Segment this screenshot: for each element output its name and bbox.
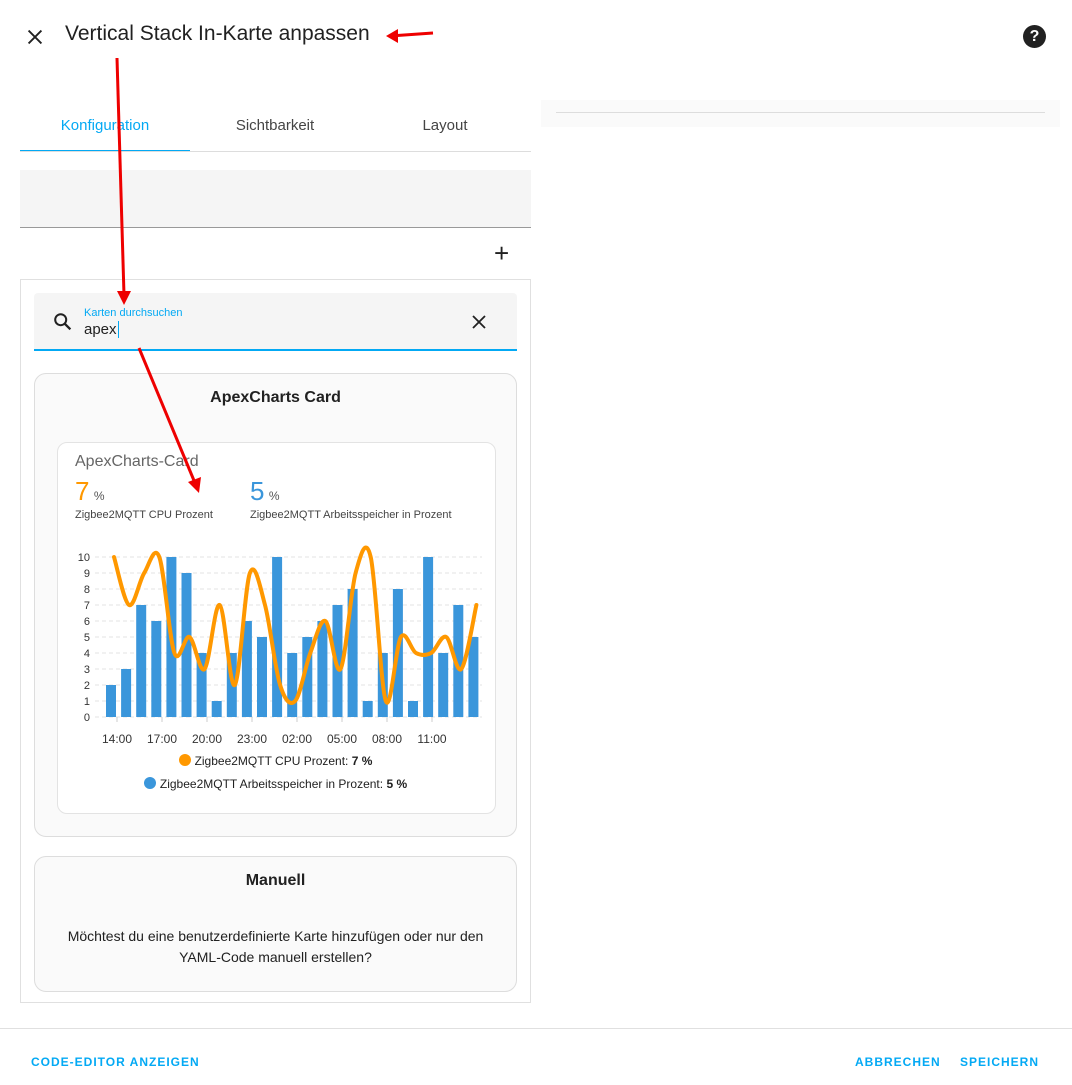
legend-label: Zigbee2MQTT Arbeitsspeicher in Prozent: — [159, 777, 384, 791]
bar — [408, 701, 418, 717]
bar — [196, 653, 207, 717]
chart-legend-cpu[interactable]: Zigbee2MQTT CPU Prozent: 7 % — [0, 754, 551, 768]
apex-chart: 0 1 2 3 4 5 6 7 8 9 10 14:00 17:00 20:00 23:00 02:00 05:… — [78, 545, 482, 746]
y-tick-label: 3 — [84, 664, 90, 676]
bar — [453, 605, 464, 717]
stat-value: 5 — [250, 476, 265, 506]
y-tick-label: 5 — [84, 632, 90, 644]
close-icon — [27, 29, 43, 45]
plus-icon: + — [494, 238, 510, 268]
bar — [136, 605, 147, 717]
legend-marker — [178, 754, 191, 766]
y-tick-label: 10 — [78, 552, 90, 564]
stat-value: 7 — [75, 476, 90, 506]
search-icon — [54, 313, 72, 331]
bar — [151, 621, 162, 717]
card-picker — [20, 279, 531, 1003]
x-tick-label: 11:00 — [417, 732, 446, 746]
x-tick-label: 20:00 — [192, 732, 222, 746]
dialog-title: Vertical Stack In-Karte anpassen — [65, 22, 370, 45]
chart-legend-memory[interactable]: Zigbee2MQTT Arbeitsspeicher in Prozent: … — [0, 777, 551, 791]
y-tick-label: 0 — [84, 712, 90, 724]
bar — [423, 557, 434, 717]
tab-layout[interactable]: Layout — [422, 117, 468, 134]
bar — [468, 637, 479, 717]
bar — [347, 589, 358, 717]
y-tick-label: 6 — [84, 616, 90, 628]
bar — [438, 653, 449, 717]
legend-value: 7 % — [351, 754, 373, 768]
help-button[interactable]: ? — [1023, 25, 1046, 48]
y-tick-label: 1 — [84, 696, 90, 708]
add-card-button[interactable]: + — [494, 240, 509, 266]
y-tick-label: 2 — [84, 680, 90, 692]
x-tick-label: 14:00 — [102, 732, 132, 746]
card-heading: Manuell — [245, 872, 306, 889]
cancel-button[interactable]: ABBRECHEN — [855, 1055, 941, 1069]
cpu-line — [112, 545, 479, 705]
tab-divider — [20, 151, 531, 152]
bar — [287, 653, 298, 717]
stat-unit: % — [268, 489, 280, 503]
x-tick-label: 02:00 — [282, 732, 312, 746]
search-value: apex — [84, 321, 119, 338]
y-tick-label: 9 — [84, 568, 90, 580]
bar — [302, 637, 313, 717]
manual-card-option[interactable]: Manuell Möchtest du eine benutzerdefinie… — [34, 856, 517, 992]
footer-divider — [0, 1028, 1072, 1029]
stat-cpu: 7 % — [75, 476, 105, 507]
bar — [272, 557, 283, 717]
stat-name: Zigbee2MQTT CPU Prozent — [75, 509, 213, 521]
bar — [106, 685, 116, 717]
search-label: Karten durchsuchen — [84, 307, 183, 319]
x-tick-label: 23:00 — [237, 732, 267, 746]
clear-search-icon[interactable] — [471, 314, 487, 330]
legend-value: 5 % — [386, 777, 408, 791]
legend-label: Zigbee2MQTT CPU Prozent: — [194, 754, 349, 768]
bar — [211, 701, 222, 717]
bar — [121, 669, 132, 717]
preview-pane — [541, 100, 1060, 127]
y-tick-label: 8 — [84, 584, 90, 596]
x-tick-label: 05:00 — [327, 732, 357, 746]
close-button[interactable] — [24, 26, 46, 48]
card-heading: ApexCharts Card — [210, 389, 341, 406]
code-editor-button[interactable]: CODE-EDITOR ANZEIGEN — [31, 1055, 200, 1069]
bar — [241, 621, 252, 717]
bar — [362, 701, 373, 717]
bar — [317, 621, 328, 717]
stat-memory: 5 % — [250, 476, 280, 507]
tab-sichtbarkeit[interactable]: Sichtbarkeit — [235, 117, 315, 134]
bar — [181, 573, 192, 717]
x-tick-label: 17:00 — [147, 732, 177, 746]
save-button[interactable]: SPEICHERN — [960, 1055, 1040, 1069]
card-tab-bar — [20, 170, 531, 228]
y-tick-label: 4 — [84, 648, 90, 660]
card-description: Möchtest du eine benutzerdefinierte Kart… — [67, 928, 484, 965]
y-tick-label: 7 — [84, 600, 90, 612]
legend-marker — [143, 777, 156, 789]
help-circle-icon: ? — [1029, 28, 1040, 45]
x-tick-label: 08:00 — [372, 732, 402, 746]
stat-unit: % — [93, 489, 105, 503]
search-input[interactable]: Karten durchsuchen apex — [34, 293, 517, 351]
bar — [257, 637, 267, 717]
stat-name: Zigbee2MQTT Arbeitsspeicher in Prozent — [250, 509, 452, 521]
